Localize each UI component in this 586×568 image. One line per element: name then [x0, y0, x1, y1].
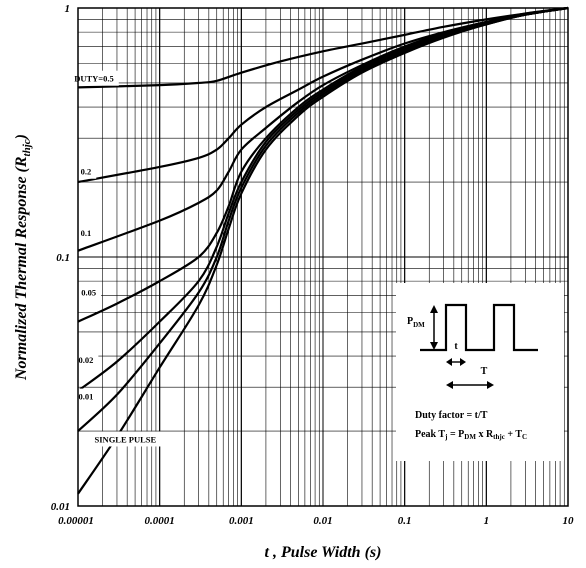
- curve-label-box: [75, 163, 97, 179]
- series-line-duty-0-5: [77, 6, 569, 89]
- x-tick-label: 0.01: [313, 515, 332, 527]
- y-tick-label: 0.01: [51, 501, 70, 513]
- x-tick-label: 0.0001: [145, 515, 175, 527]
- curve-label: SINGLE PULSE: [89, 431, 162, 447]
- curve-label-box: [76, 284, 102, 300]
- pdm-label: PDM: [407, 316, 425, 329]
- x-tick-label: 1: [484, 515, 490, 527]
- series-line-0-02: [77, 6, 569, 392]
- duty-cycle-inset: PDM t T Duty factor = t/T Peak Tj = PDM …: [396, 283, 564, 461]
- series-line-0-2: [77, 6, 569, 184]
- curve-label-box: [73, 388, 99, 404]
- pdm-arrowhead-top: [430, 305, 438, 313]
- curve-label-text: DUTY=0.5: [74, 74, 114, 84]
- x-tick-label: 10: [563, 515, 575, 527]
- curve-labels: DUTY=0.5 0.2 0.1 0.05 0.02 0.01 SINGLE PULSE: [69, 70, 162, 447]
- T-arrowhead-left: [446, 381, 453, 389]
- T-label: T: [481, 366, 488, 377]
- curve-label-text: SINGLE PULSE: [95, 434, 157, 444]
- x-tick-label: 0.001: [229, 515, 254, 527]
- grid-lines: [77, 7, 569, 507]
- pdm-arrowhead-bottom: [430, 342, 438, 350]
- series-layer: [77, 6, 569, 495]
- plot-frame: [77, 7, 569, 507]
- curve-label-box: [89, 431, 162, 447]
- peak-tj-text: Peak Tj = PDM x Rthjc + TC: [415, 429, 527, 441]
- tick-labels: 0.00001 0.0001 0.001 0.01 0.1 1 10 0.01 0.1 1: [51, 3, 574, 527]
- curve-label: DUTY=0.5: [69, 70, 119, 86]
- curve-label-box: [75, 224, 97, 240]
- curve-label-text: 0.01: [78, 392, 93, 402]
- t-label: t: [454, 341, 458, 352]
- curve-label-text: 0.2: [81, 167, 92, 177]
- series-line-single-pulse: [77, 6, 569, 495]
- curve-label-box: [73, 352, 99, 368]
- x-axis-title: t , Pulse Width (s): [265, 544, 382, 561]
- curve-label: 0.05: [76, 284, 102, 300]
- y-tick-label: 0.1: [56, 252, 70, 264]
- curve-label-box: [69, 70, 119, 86]
- inset-background: [396, 283, 564, 461]
- pulse-waveform: [420, 303, 538, 352]
- y-axis-title: Normalized Thermal Response (Rthjc): [13, 134, 33, 381]
- curve-label-text: 0.05: [81, 288, 96, 298]
- duty-factor-text: Duty factor = t/T: [415, 410, 488, 421]
- x-tick-label: 0.00001: [58, 515, 94, 527]
- curve-label: 0.02: [73, 352, 99, 368]
- curve-label: 0.2: [75, 163, 97, 179]
- T-arrowhead-right: [487, 381, 494, 389]
- y-axis-title-close: ): [13, 134, 30, 141]
- x-tick-label: 0.1: [398, 515, 412, 527]
- y-tick-label: 1: [65, 3, 71, 15]
- t-arrowhead-right: [460, 358, 466, 366]
- curve-label: 0.01: [73, 388, 99, 404]
- t-arrowhead-left: [446, 358, 452, 366]
- y-axis-title-main: Normalized Thermal Response (R: [13, 156, 30, 381]
- curve-label-text: 0.02: [78, 355, 93, 365]
- curve-label: 0.1: [75, 224, 97, 240]
- y-axis-title-sub: thjc: [21, 139, 33, 156]
- curve-label-text: 0.1: [81, 228, 92, 238]
